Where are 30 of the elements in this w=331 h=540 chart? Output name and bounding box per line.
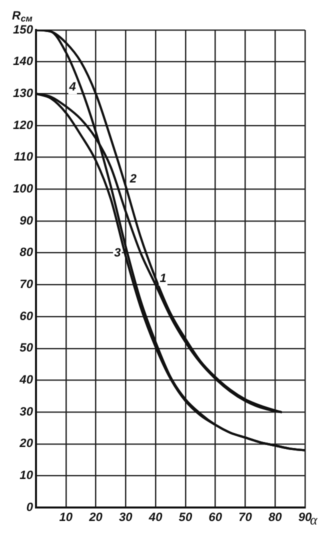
y-tick-label: 100 <box>12 182 34 196</box>
x-tick-label: 20 <box>88 510 103 524</box>
series-label: 1 <box>160 271 167 286</box>
y-tick-label: 130 <box>12 86 34 100</box>
x-tick-label: 60 <box>208 510 222 524</box>
y-tick-label: 30 <box>20 404 34 418</box>
series-label: 4 <box>68 80 76 94</box>
x-tick-label: 80 <box>268 510 282 524</box>
y-tick-label: 110 <box>14 150 34 164</box>
x-tick-label: 40 <box>148 510 163 524</box>
y-tick-label: 90 <box>20 213 34 228</box>
y-tick-label: 150 <box>12 22 34 36</box>
y-tick-label: 0 <box>26 500 34 514</box>
y-tick-label: 140 <box>12 54 34 68</box>
x-axis-title: α <box>310 513 318 528</box>
y-tick-label: 70 <box>20 277 34 292</box>
y-tick-label: 10 <box>20 468 34 482</box>
series-label: 2 <box>128 171 137 186</box>
series-label: 3 <box>114 245 122 260</box>
x-tick-label: 10 <box>59 510 73 524</box>
y-tick-label: 40 <box>18 372 34 387</box>
y-tick-label: 80 <box>20 245 34 260</box>
x-tick-label: 70 <box>238 510 252 524</box>
y-tick-label: 20 <box>18 436 34 450</box>
y-tick-label: 60 <box>20 308 34 323</box>
y-tick-label: 50 <box>20 340 34 355</box>
x-tick-label: 90 <box>298 510 312 524</box>
x-tick-label: 30 <box>119 510 133 524</box>
x-tick-label: 50 <box>178 510 192 524</box>
y-tick-label: 120 <box>12 118 34 132</box>
